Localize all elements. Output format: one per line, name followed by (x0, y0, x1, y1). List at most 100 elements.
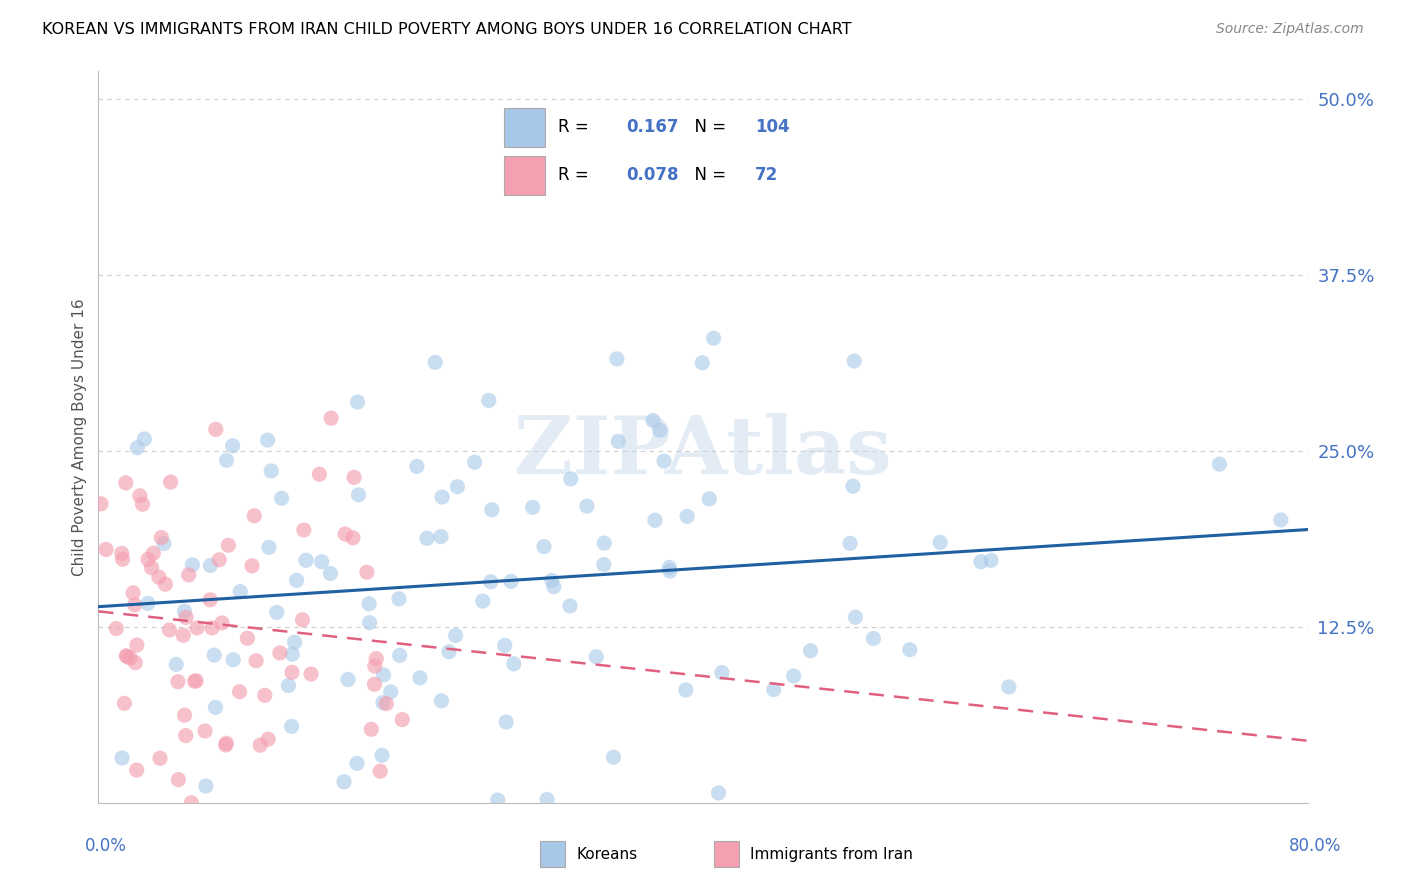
Point (277, 679, 299, 693)
Point (211, 615, 233, 630)
Point (929, 535, 952, 549)
Point (299, 667, 322, 681)
Point (229, 584, 252, 599)
Point (94, 542, 117, 557)
Point (111, 552, 134, 566)
Point (280, 719, 302, 733)
Point (648, 423, 671, 437)
Point (364, 659, 387, 673)
Point (522, 500, 544, 515)
Point (136, 596, 159, 610)
Point (148, 570, 170, 584)
Point (174, 610, 197, 624)
Point (111, 546, 134, 560)
Point (200, 558, 222, 573)
Point (125, 763, 148, 777)
Point (375, 697, 398, 711)
Point (236, 632, 259, 646)
Text: 80.0%: 80.0% (1288, 837, 1341, 855)
Point (281, 665, 304, 680)
Point (502, 657, 524, 671)
Point (388, 648, 411, 663)
Point (115, 648, 138, 663)
Point (478, 393, 501, 408)
Point (90, 497, 112, 511)
Point (124, 656, 146, 670)
Point (980, 553, 1002, 567)
Point (173, 604, 195, 618)
Point (641, 413, 664, 427)
Point (606, 351, 628, 366)
Point (115, 649, 138, 664)
Point (333, 774, 356, 789)
Point (186, 621, 208, 635)
Point (898, 642, 921, 657)
Point (319, 566, 342, 581)
Point (543, 580, 565, 594)
Point (221, 439, 243, 453)
Point (173, 708, 195, 723)
Point (204, 700, 226, 714)
Point (585, 649, 607, 664)
Point (167, 772, 190, 787)
Point (703, 331, 725, 345)
Point (159, 475, 181, 489)
Point (228, 684, 250, 698)
Point (592, 558, 614, 572)
Point (342, 531, 364, 545)
Point (842, 479, 865, 493)
Point (495, 714, 517, 729)
Y-axis label: Child Poverty Among Boys Under 16: Child Poverty Among Boys Under 16 (72, 298, 87, 576)
Point (112, 696, 135, 710)
Point (416, 531, 439, 545)
Point (177, 567, 200, 582)
Point (105, 622, 128, 636)
Point (644, 513, 666, 527)
Point (486, 793, 509, 807)
Point (430, 490, 453, 504)
Point (172, 628, 194, 642)
Point (270, 491, 292, 506)
Point (136, 552, 159, 566)
Point (558, 599, 581, 613)
Text: Source: ZipAtlas.com: Source: ZipAtlas.com (1216, 22, 1364, 37)
Point (710, 665, 733, 680)
Point (347, 488, 370, 502)
Point (243, 508, 266, 523)
Point (359, 615, 381, 630)
Point (124, 598, 146, 612)
Point (658, 560, 681, 574)
Point (181, 558, 204, 572)
Point (479, 574, 502, 589)
Point (676, 509, 699, 524)
Point (125, 638, 148, 652)
Point (128, 489, 150, 503)
Point (127, 441, 149, 455)
Point (697, 491, 720, 506)
Point (222, 653, 245, 667)
Point (311, 555, 333, 569)
Point (437, 645, 460, 659)
Point (494, 638, 516, 652)
Point (366, 651, 388, 665)
Point (425, 355, 447, 369)
Point (335, 527, 357, 541)
Point (430, 694, 453, 708)
Point (844, 354, 866, 368)
Point (481, 502, 503, 516)
Point (194, 723, 217, 738)
Point (607, 434, 630, 449)
Point (359, 597, 381, 611)
Point (114, 475, 136, 490)
Point (319, 411, 342, 425)
Point (180, 796, 202, 810)
Point (471, 594, 494, 608)
Point (360, 723, 382, 737)
Point (346, 756, 368, 771)
Text: 0.0%: 0.0% (84, 837, 127, 855)
Point (782, 669, 804, 683)
Point (380, 685, 402, 699)
Point (346, 395, 368, 409)
Text: KOREAN VS IMMIGRANTS FROM IRAN CHILD POVERTY AMONG BOYS UNDER 16 CORRELATION CHA: KOREAN VS IMMIGRANTS FROM IRAN CHILD POV… (42, 22, 852, 37)
Point (249, 738, 271, 752)
